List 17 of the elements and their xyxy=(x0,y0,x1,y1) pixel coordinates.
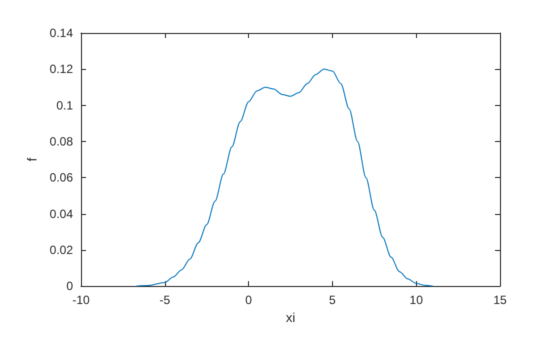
x-tick-label: -10 xyxy=(72,293,90,308)
x-tick-label: 0 xyxy=(245,293,252,308)
x-tick-label: 15 xyxy=(493,293,507,308)
y-tick-label: 0 xyxy=(66,279,74,294)
y-axis-title: f xyxy=(24,157,40,162)
y-tick-label: 0.04 xyxy=(50,206,74,221)
y-tick-label: 0.14 xyxy=(50,26,74,40)
x-tick-label: -5 xyxy=(159,293,170,308)
x-axis-title: xi xyxy=(286,310,296,325)
y-tick-label: 0.08 xyxy=(50,134,74,148)
x-tick-label: 10 xyxy=(410,293,424,308)
y-tick-label: 0.1 xyxy=(56,98,74,112)
y-tick-label: 0.06 xyxy=(50,170,74,185)
y-tick-label: 0.12 xyxy=(50,62,74,76)
line-series xyxy=(136,68,434,287)
x-tick-label: 5 xyxy=(329,293,336,308)
y-tick-label: 0.02 xyxy=(50,242,74,257)
